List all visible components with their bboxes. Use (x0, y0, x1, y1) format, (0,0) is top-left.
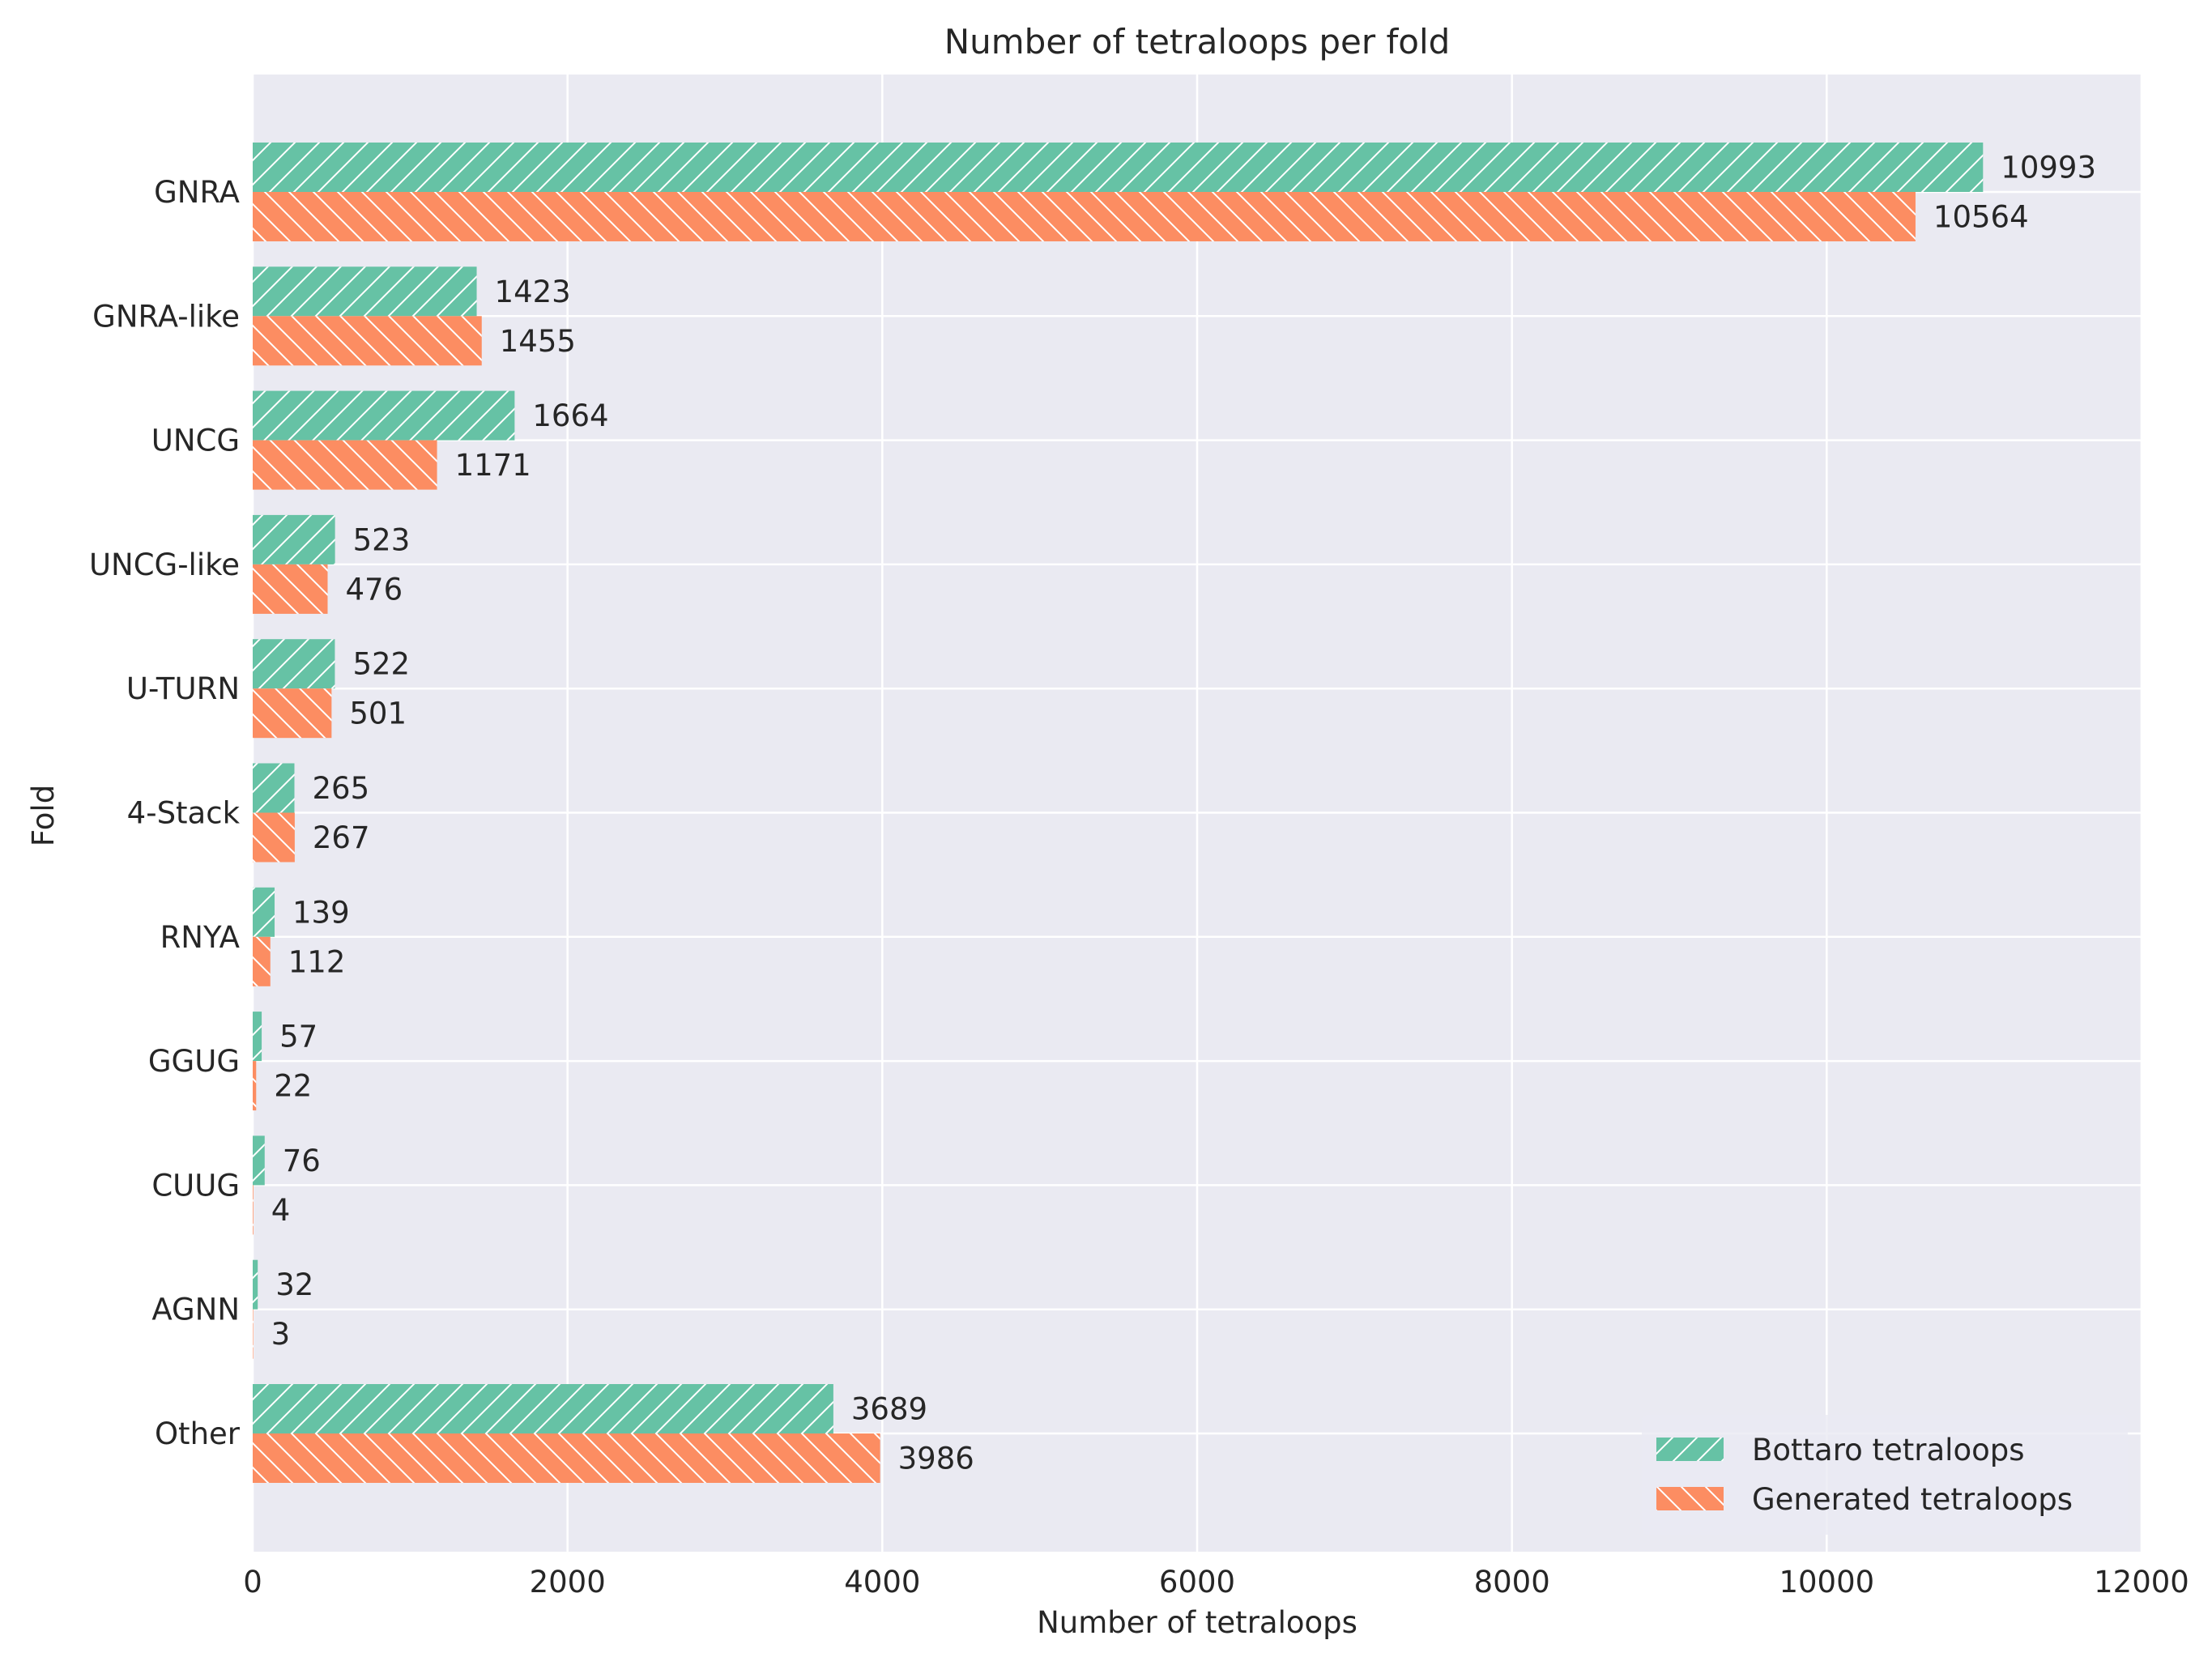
bar-hatch-generated-tetraloops-uncg (253, 440, 437, 490)
bar-hatch-generated-tetraloops-other (253, 1433, 880, 1483)
data-label-bottaro-tetraloops-u-turn: 522 (352, 647, 410, 682)
y-axis-ticks: GNRA GNRA-like UNCG UNCG-like U-TURN 4-Stack R… (89, 175, 241, 1451)
y-tick-label-other: Other (155, 1416, 241, 1451)
legend-swatch-bottaro-hatch (1656, 1438, 1724, 1461)
x-tick-label: 6000 (1159, 1565, 1235, 1599)
bar-hatch-bottaro-tetraloops-ggug (253, 1012, 262, 1062)
data-label-generated-tetraloops-cuug: 4 (271, 1193, 291, 1228)
data-label-bottaro-tetraloops-other: 3689 (851, 1392, 927, 1427)
data-label-bottaro-tetraloops-agnn: 32 (275, 1267, 313, 1302)
x-axis-label: Number of tetraloops (1037, 1605, 1357, 1640)
data-label-bottaro-tetraloops-cuug: 76 (283, 1144, 321, 1178)
x-tick-label: 0 (243, 1565, 262, 1599)
x-tick-label: 12000 (2094, 1565, 2189, 1599)
bar-hatch-generated-tetraloops-cuug (253, 1185, 254, 1235)
y-tick-label-gnra-like: GNRA-like (92, 299, 240, 334)
data-label-generated-tetraloops-gnra: 10564 (1933, 200, 2029, 235)
bar-hatch-generated-tetraloops-ggug (253, 1061, 257, 1111)
data-label-bottaro-tetraloops-gnra: 10993 (2001, 151, 2096, 185)
data-label-generated-tetraloops-agnn: 3 (271, 1317, 291, 1352)
data-label-generated-tetraloops-u-turn: 501 (349, 696, 407, 731)
bar-hatch-bottaro-tetraloops-4-stack (253, 763, 295, 813)
bar-hatch-bottaro-tetraloops-uncg (253, 390, 515, 441)
legend-box (1642, 1415, 2128, 1535)
legend-label-bottaro: Bottaro tetraloops (1752, 1433, 2025, 1467)
data-label-bottaro-tetraloops-4-stack: 265 (312, 771, 369, 806)
x-tick-label: 8000 (1474, 1565, 1550, 1599)
x-axis-ticks: 0 2000 4000 6000 8000 10000 12000 (243, 1565, 2189, 1599)
bar-hatch-bottaro-tetraloops-gnra (253, 143, 1984, 192)
data-label-generated-tetraloops-gnra-like: 1455 (500, 324, 576, 359)
y-tick-label-uncg-like: UNCG-like (89, 547, 240, 582)
data-labels: 10993 1423 1664 523 522 265 139 57 76 32 3689 10564… (271, 151, 2096, 1476)
bar-hatch-generated-tetraloops-4-stack (253, 812, 295, 863)
data-label-bottaro-tetraloops-ggug: 57 (279, 1020, 318, 1054)
x-tick-label: 4000 (844, 1565, 920, 1599)
y-axis-label: Fold (26, 785, 61, 846)
bar-hatch-bottaro-tetraloops-cuug (253, 1135, 265, 1186)
data-label-bottaro-tetraloops-gnra-like: 1423 (495, 275, 571, 309)
bar-hatch-generated-tetraloops-gnra (253, 192, 1916, 241)
y-tick-label-agnn: AGNN (151, 1293, 240, 1327)
x-tick-label: 2000 (530, 1565, 606, 1599)
bars (253, 143, 1984, 1483)
y-tick-label-rnya: RNYA (160, 920, 240, 955)
bar-hatch-bottaro-tetraloops-other (253, 1384, 833, 1433)
data-label-bottaro-tetraloops-uncg-like: 523 (353, 522, 411, 557)
bar-hatch-bottaro-tetraloops-uncg-like (253, 514, 335, 564)
y-tick-label-ggug: GGUG (148, 1044, 240, 1079)
data-label-generated-tetraloops-other: 3986 (898, 1442, 974, 1476)
data-label-generated-tetraloops-rnya: 112 (288, 944, 346, 979)
y-tick-label-cuug: CUUG (151, 1168, 240, 1203)
y-tick-label-u-turn: U-TURN (126, 671, 240, 706)
legend-label-generated: Generated tetraloops (1752, 1482, 2073, 1517)
legend: Bottaro tetraloops Generated tetraloops (1642, 1415, 2128, 1535)
data-label-bottaro-tetraloops-rnya: 139 (292, 895, 350, 930)
data-label-generated-tetraloops-uncg-like: 476 (346, 572, 403, 607)
bar-hatch-bottaro-tetraloops-gnra-like (253, 266, 477, 317)
bar-hatch-generated-tetraloops-agnn (253, 1309, 254, 1359)
y-tick-label-uncg: UNCG (151, 424, 240, 458)
bar-hatch-bottaro-tetraloops-agnn (253, 1259, 258, 1310)
bar-hatch-generated-tetraloops-uncg-like (253, 564, 328, 614)
y-tick-label-4-stack: 4-Stack (127, 796, 241, 831)
bar-hatch-bottaro-tetraloops-u-turn (253, 639, 335, 689)
chart-title: Number of tetraloops per fold (944, 22, 1451, 62)
bar-hatch-generated-tetraloops-u-turn (253, 688, 332, 739)
data-label-generated-tetraloops-ggug: 22 (274, 1069, 312, 1104)
x-tick-label: 10000 (1779, 1565, 1874, 1599)
bar-hatch-generated-tetraloops-gnra-like (253, 316, 482, 366)
data-label-bottaro-tetraloops-uncg: 1664 (532, 398, 608, 433)
bar-hatch-generated-tetraloops-rnya (253, 936, 271, 986)
data-label-generated-tetraloops-uncg: 1171 (455, 448, 531, 483)
bar-hatch-bottaro-tetraloops-rnya (253, 887, 275, 937)
y-tick-label-gnra: GNRA (154, 175, 240, 210)
data-label-generated-tetraloops-4-stack: 267 (313, 820, 370, 855)
legend-swatch-generated-hatch (1656, 1487, 1724, 1510)
